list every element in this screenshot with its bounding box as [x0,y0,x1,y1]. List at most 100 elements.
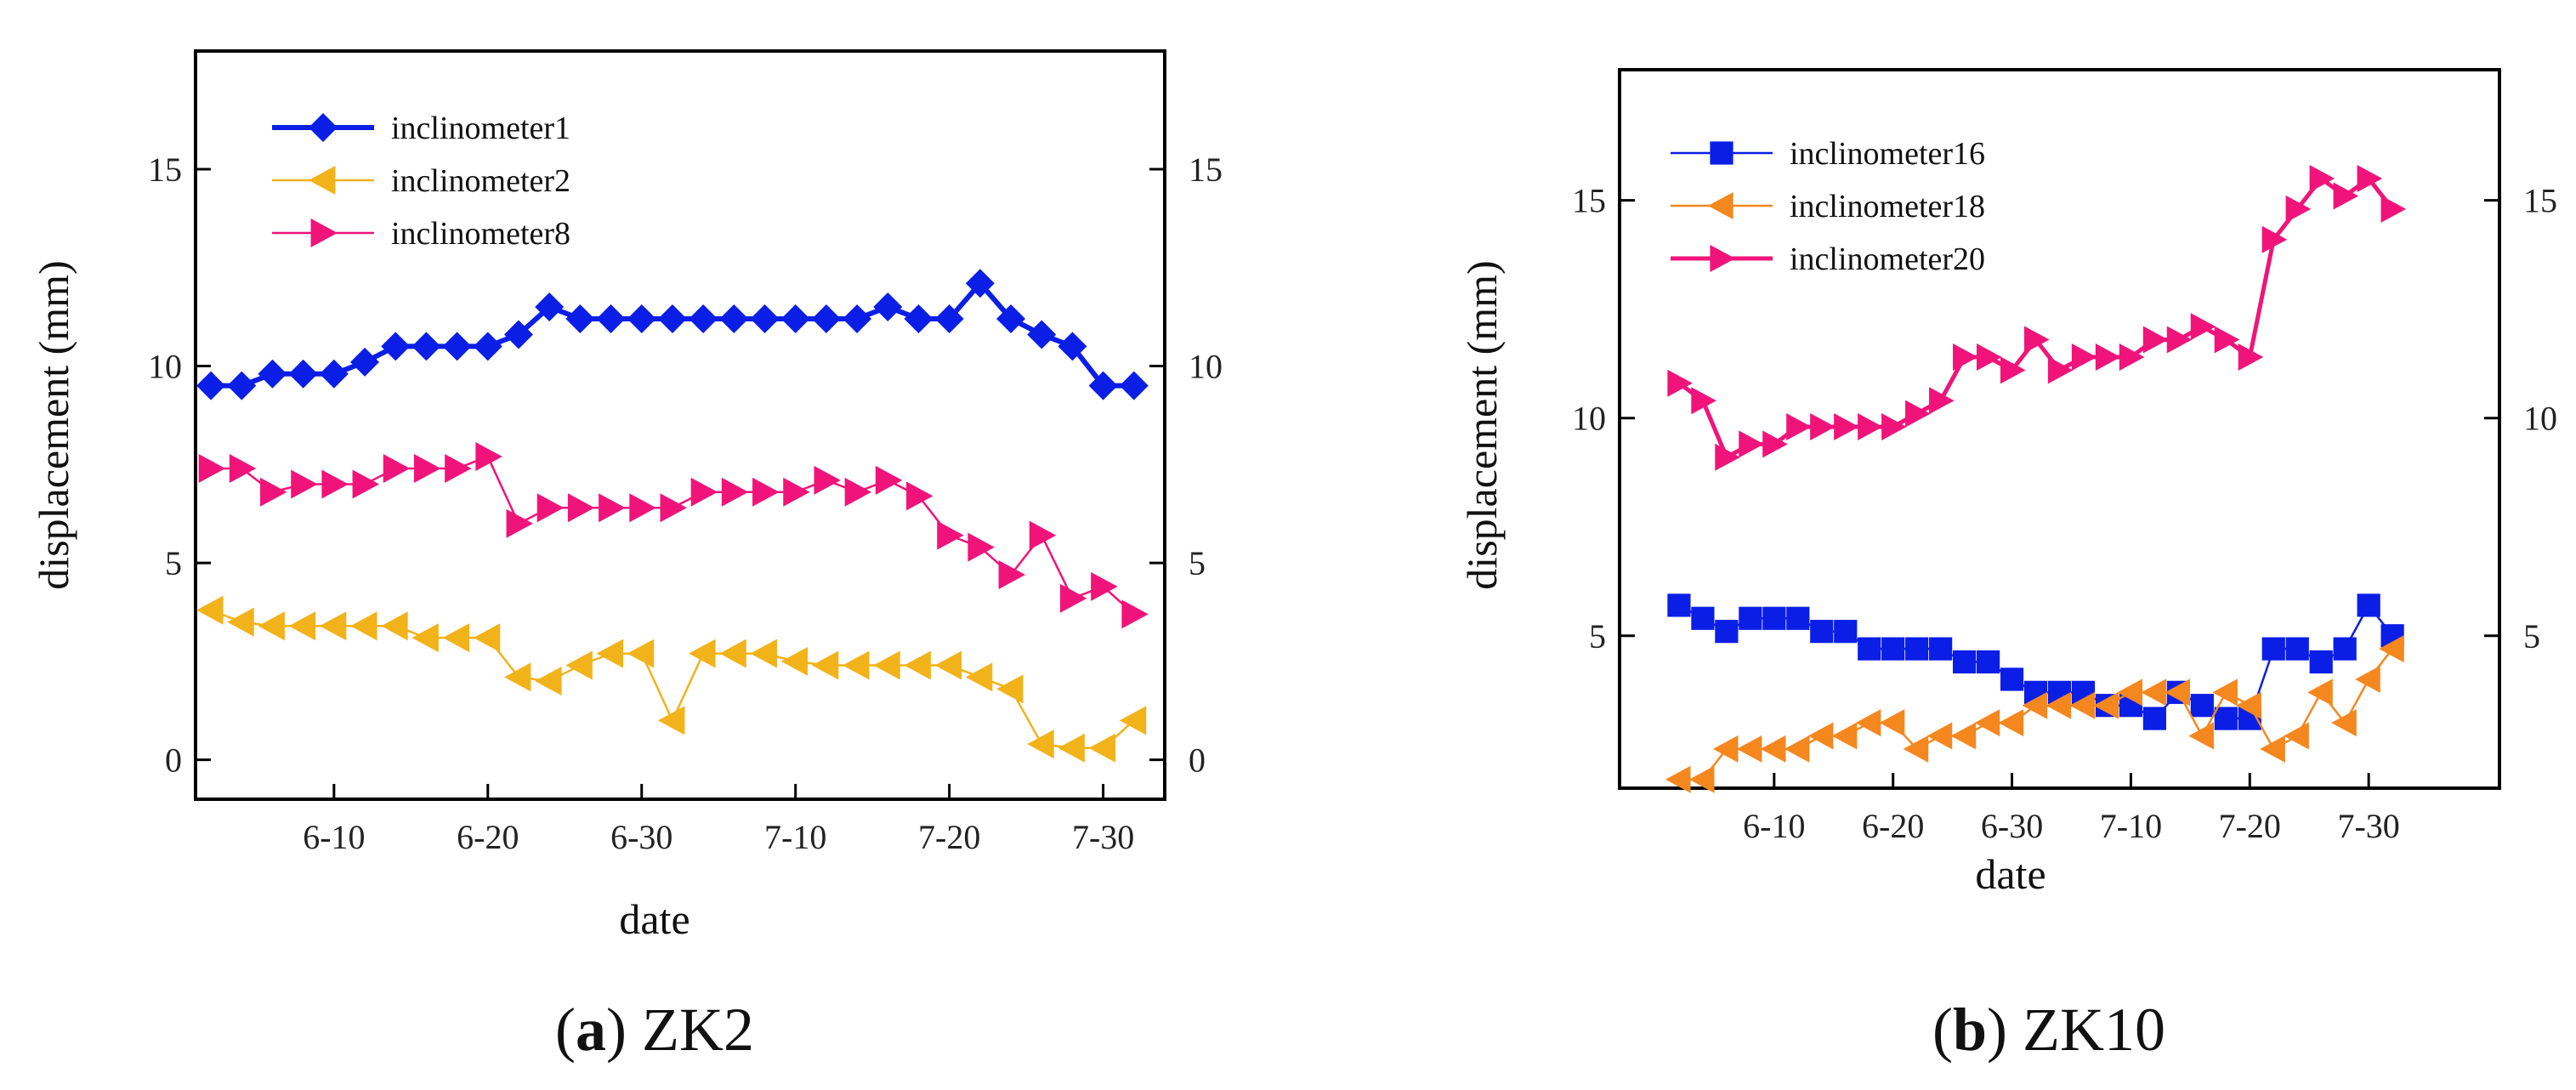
data-point-inclinometer20 [2047,356,2074,384]
data-point-inclinometer18 [2307,678,2333,707]
data-point-inclinometer20 [2190,313,2216,341]
data-point-inclinometer20 [1834,412,1859,440]
data-point-inclinometer18 [1688,765,1715,793]
data-point-inclinometer8 [967,532,995,562]
x-tick-label: 7-30 [1072,818,1134,856]
data-point-inclinometer2 [689,639,716,668]
data-point-inclinometer16 [2190,694,2214,718]
data-point-inclinometer1 [288,359,318,389]
data-point-inclinometer16 [1762,606,1786,630]
data-point-inclinometer16 [1858,637,1881,661]
data-point-inclinometer8 [567,493,595,523]
data-point-inclinometer1 [1027,320,1057,349]
data-point-inclinometer8 [844,477,872,507]
caption-a: (a) ZK2 [555,996,754,1064]
data-point-inclinometer18 [2045,691,2072,719]
data-point-inclinometer2 [996,674,1024,704]
data-point-inclinometer18 [1784,735,1810,763]
data-point-inclinometer1 [350,347,380,377]
caption-text-a: ZK2 [642,996,754,1064]
legend-marker-inclinometer18 [1708,192,1733,219]
caption-letter-b: b [1953,996,1987,1064]
data-point-inclinometer16 [1834,620,1858,644]
data-point-inclinometer2 [350,611,377,641]
data-point-inclinometer1 [689,304,718,333]
data-point-inclinometer1 [780,304,810,333]
data-point-inclinometer2 [843,650,870,680]
caption-text-b: ZK10 [2023,996,2165,1064]
data-point-inclinometer8 [599,493,626,523]
data-point-inclinometer1 [750,304,780,333]
data-point-inclinometer20 [1929,387,1955,415]
data-point-inclinometer8 [875,465,903,495]
x-tick-label: 7-30 [2337,807,2399,845]
data-point-inclinometer16 [2333,637,2357,661]
data-point-inclinometer16 [1905,637,1929,661]
x-tick-label: 6-10 [303,818,365,856]
data-point-inclinometer16 [2142,707,2166,730]
data-point-inclinometer16 [1929,637,1953,661]
data-point-inclinometer1 [873,292,903,322]
data-point-inclinometer2 [381,611,408,641]
x-tick-label: 7-20 [2219,807,2281,845]
y-axis-title-a: displacement (mm) [30,260,77,589]
data-point-inclinometer1 [565,304,595,333]
data-point-inclinometer2 [934,650,962,680]
series-line-inclinometer1 [211,281,1134,389]
series-line-inclinometer8 [211,455,1135,616]
data-point-inclinometer8 [1091,571,1118,601]
data-point-inclinometer2 [196,595,224,625]
data-point-inclinometer2 [904,650,931,680]
data-point-inclinometer20 [1739,430,1764,458]
data-point-inclinometer20 [2357,165,2383,193]
data-point-inclinometer18 [2141,678,2166,707]
data-point-inclinometer2 [1027,730,1054,759]
data-point-inclinometer8 [475,442,502,472]
chart-panel-b: 6-10 6-20 6-30 7-10 7-20 7-30 5 10 15 5 10 15 incli… [1458,68,2557,1064]
data-point-inclinometer16 [2285,637,2309,661]
data-point-inclinometer2 [227,607,254,637]
data-point-inclinometer8 [1121,599,1149,629]
series-line-inclinometer18 [1678,648,2394,781]
caption-letter-a: a [576,996,606,1064]
data-point-inclinometer18 [1760,735,1786,763]
data-point-inclinometer20 [2071,343,2097,371]
y-tick-label-right: 10 [2523,400,2557,438]
data-point-inclinometer8 [321,469,349,499]
series-group-a [196,269,1149,763]
data-point-inclinometer16 [1667,593,1691,617]
data-point-inclinometer18 [2212,678,2238,707]
data-point-inclinometer20 [2119,343,2145,371]
data-point-inclinometer20 [2166,326,2193,354]
data-point-inclinometer18 [2188,722,2214,750]
data-point-inclinometer2 [780,646,809,676]
data-point-inclinometer16 [1881,637,1905,661]
y-tick-label-left: 15 [1572,182,1606,220]
data-point-inclinometer18 [1903,735,1929,763]
data-point-inclinometer1 [965,269,995,298]
y-tick-label-right: 5 [1189,544,1206,582]
data-point-inclinometer18 [1998,709,2024,737]
data-point-inclinometer18 [2355,665,2380,693]
x-tick-label: 7-20 [918,818,980,856]
data-point-inclinometer8 [814,465,841,495]
data-point-inclinometer20 [1858,412,1883,440]
data-point-inclinometer18 [1879,709,1905,737]
data-point-inclinometer2 [319,611,347,641]
data-point-inclinometer20 [1976,343,2002,371]
data-point-inclinometer2 [504,662,531,692]
data-point-inclinometer18 [2379,635,2404,663]
data-point-inclinometer8 [198,453,226,483]
data-point-inclinometer20 [2380,195,2407,223]
data-point-inclinometer2 [1088,733,1116,763]
data-point-inclinometer18 [1712,735,1739,763]
data-point-inclinometer18 [1974,709,2000,737]
data-point-inclinometer1 [381,332,411,361]
data-point-inclinometer16 [1715,620,1739,644]
data-point-inclinometer8 [536,493,565,523]
data-point-inclinometer1 [657,304,687,333]
x-tick-label: 6-20 [1862,807,1924,845]
data-point-inclinometer2 [873,650,900,680]
y-tick-label-left: 0 [165,741,182,780]
